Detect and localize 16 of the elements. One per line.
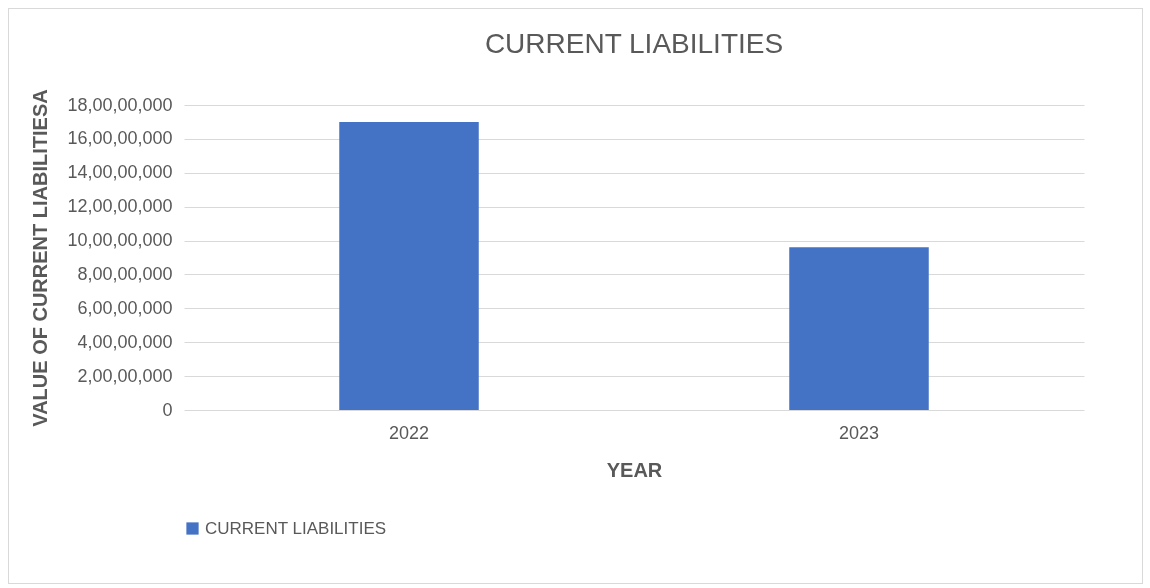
chart-title: CURRENT LIABILITIES [484, 27, 784, 59]
y-tick-label: 10,00,00,000 [67, 230, 173, 251]
y-tick-label: 6,00,00,000 [77, 297, 173, 318]
y-tick-label: 14,00,00,000 [67, 162, 173, 183]
y-axis-title: VALUE OF CURRENT LIABILITIESA [29, 89, 52, 427]
y-tick-label: 2,00,00,000 [77, 365, 173, 386]
y-tick-label: 12,00,00,000 [67, 196, 173, 217]
y-tick-label: 8,00,00,000 [77, 263, 173, 284]
y-tick-label: 4,00,00,000 [77, 331, 173, 352]
legend-label: CURRENT LIABILITIES [205, 518, 387, 538]
y-tick-label: 16,00,00,000 [67, 128, 173, 149]
x-tick-label: 2022 [388, 422, 430, 443]
x-axis-title: YEAR [606, 458, 663, 481]
y-tick-label: 0 [162, 399, 173, 420]
y-tick-label: 18,00,00,000 [67, 94, 173, 115]
x-tick-label: 2023 [838, 422, 880, 443]
